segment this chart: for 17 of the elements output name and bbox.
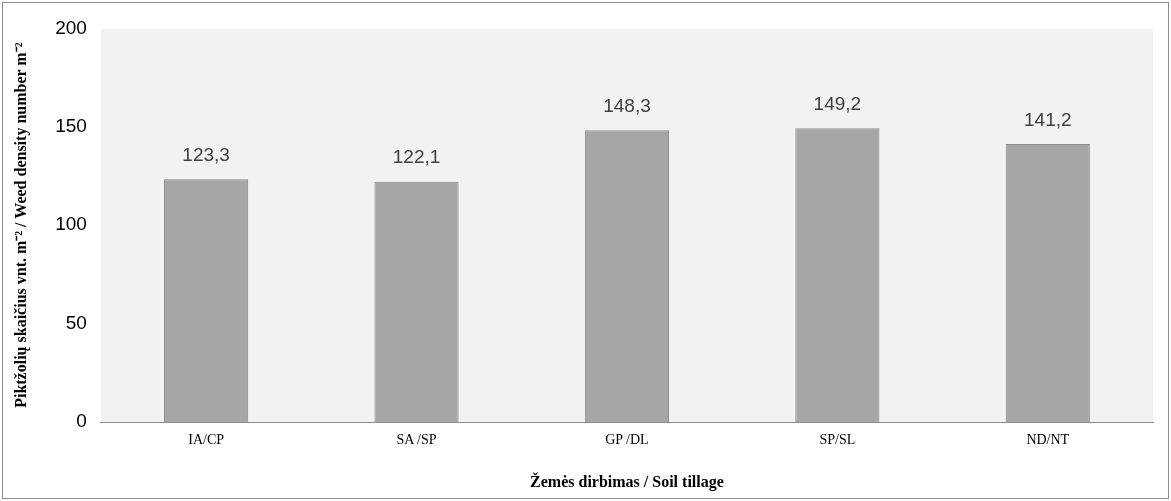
data-label: 141,2	[1024, 108, 1072, 130]
x-tick-label: ND/NT	[1026, 432, 1070, 448]
y-tick-label: 100	[55, 213, 87, 235]
data-label: 122,1	[392, 146, 441, 168]
x-tick-label: IA/CP	[188, 432, 225, 448]
y-tick-label: 200	[55, 16, 87, 38]
y-tick-label: 150	[55, 115, 87, 137]
x-tick-label: SP/SL	[819, 432, 856, 448]
x-tick-label: GP /DL	[605, 432, 649, 448]
data-label: 123,3	[182, 144, 230, 166]
y-tick-label: 0	[76, 410, 87, 432]
data-label: 148,3	[603, 94, 651, 116]
y-tick-label: 50	[65, 311, 87, 333]
data-label: 149,2	[813, 93, 862, 115]
x-tick-label: SA /SP	[396, 432, 437, 448]
x-axis-title: Žemės dirbimas / Soil tillage	[530, 471, 724, 491]
y-axis-title: Piktžolių skaičius vnt. m⁻² / Weed density number m⁻²	[11, 42, 30, 408]
